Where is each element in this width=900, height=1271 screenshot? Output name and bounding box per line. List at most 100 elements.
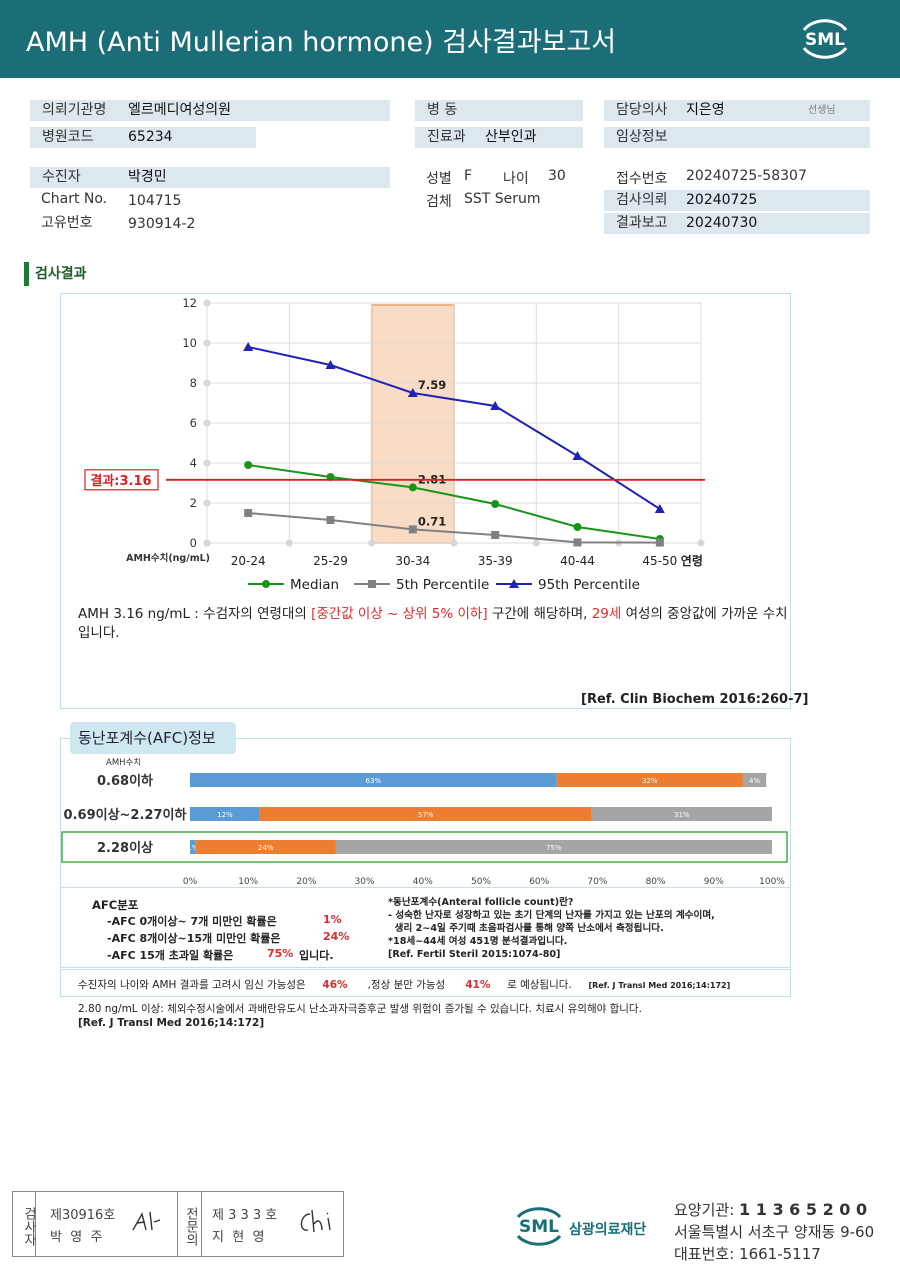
specialist-license: 제 3 3 3 호 bbox=[212, 1208, 278, 1223]
p5-point bbox=[244, 509, 253, 517]
request-date-field: 검사의뢰 20240725 bbox=[604, 190, 870, 211]
sex-label: 성별 bbox=[426, 171, 452, 187]
afc-frame bbox=[60, 738, 791, 888]
afc-x-tick: 40% bbox=[413, 877, 433, 887]
ward-field: 병 동 bbox=[415, 100, 583, 121]
y-tick-label: 2 bbox=[190, 496, 197, 510]
afc-definition: *동난포계수(Anteral follicle count)란? - 성숙한 난… bbox=[388, 897, 715, 960]
specialist-signature-icon bbox=[300, 1209, 331, 1233]
afc-x-tick: 20% bbox=[296, 877, 316, 887]
afc-segment-label: 57% bbox=[418, 811, 434, 819]
department-field: 진료과 산부인과 bbox=[415, 127, 583, 148]
highlight-age-band bbox=[370, 304, 455, 544]
legend-marker-p95 bbox=[509, 579, 519, 588]
afc-x-tick: 100% bbox=[759, 877, 785, 887]
afc-segment-label: 63% bbox=[366, 777, 382, 785]
x-tick-label: 45-50 bbox=[642, 554, 677, 568]
id-no: 930914-2 bbox=[128, 216, 196, 232]
x-tick-label: 25-29 bbox=[313, 554, 348, 568]
x-tick-dot bbox=[532, 539, 540, 547]
y-tick-label: 8 bbox=[190, 376, 197, 390]
p5-point bbox=[408, 525, 417, 534]
clinical-info-field: 임상정보 bbox=[604, 127, 870, 148]
afc-segment-label: 24% bbox=[258, 844, 274, 852]
p5-point bbox=[573, 538, 582, 547]
x-tick-label: 35-39 bbox=[478, 554, 513, 568]
afc-segment-label: 12% bbox=[217, 811, 233, 819]
p95-point bbox=[572, 451, 583, 460]
afc-segment-label: 32% bbox=[642, 777, 658, 785]
x-tick-label: 20-24 bbox=[231, 554, 266, 568]
p5-point bbox=[655, 538, 664, 547]
reference-1: [Ref. Clin Biochem 2016:260-7] bbox=[581, 692, 809, 707]
p95-point bbox=[654, 504, 665, 513]
p5-point bbox=[326, 516, 335, 524]
specimen-label: 검체 bbox=[426, 194, 452, 210]
afc-dist-title: AFC분포 bbox=[92, 898, 139, 912]
afc-x-tick: 60% bbox=[529, 877, 549, 887]
afc-bar-segment bbox=[195, 840, 336, 854]
median-point bbox=[244, 461, 253, 469]
report-title: AMH (Anti Mullerian hormone) 검사결과보고서 bbox=[26, 27, 617, 58]
sml-footer-logo-icon: SML bbox=[516, 1207, 562, 1246]
sml-logo-icon: SML bbox=[802, 19, 848, 59]
reference-3: [Ref. J Transl Med 2016;14:172] bbox=[78, 1017, 265, 1029]
specialist-name: 지 현 영 bbox=[212, 1230, 265, 1245]
tester-name: 박 영 주 bbox=[50, 1230, 103, 1245]
afc-row-label: 0.69이상~2.27이하 bbox=[64, 807, 187, 823]
specialist-title: 전문의 bbox=[183, 1206, 198, 1246]
ohss-warning: 2.80 ng/mL 이상: 체외수정시술에서 과배란유도시 난소과자극증후군 … bbox=[78, 1003, 642, 1015]
id-label: 고유번호 bbox=[41, 215, 93, 231]
pregnancy-estimate: 수진자의 나이와 AMH 결과를 고려시 임신 가능성은 46% ,정상 분만 … bbox=[78, 979, 731, 991]
amh-age-chart: 0 2 4 6 8 10 12 20-24 25-29 30-34 35-39 40-44 45-50 A… bbox=[84, 296, 705, 593]
y-tick-label: 6 bbox=[190, 416, 197, 430]
afc-row-label: 2.28이상 bbox=[97, 840, 153, 856]
patient-name-field: 수진자 박경민 bbox=[30, 167, 390, 188]
afc-bar-segment bbox=[335, 840, 772, 854]
afc-bar-segment bbox=[190, 773, 557, 787]
doctor-field: 담당의사 지은영 선생님 bbox=[604, 100, 870, 121]
p5-point bbox=[491, 531, 500, 539]
x-tick-dot bbox=[203, 539, 211, 547]
legend-label-1: 5th Percentile bbox=[396, 577, 489, 593]
p95-point bbox=[490, 401, 501, 410]
p95-point bbox=[325, 360, 336, 369]
afc-bar-segment bbox=[190, 840, 196, 854]
tester-signature-icon bbox=[132, 1211, 161, 1231]
afc-highlight-row bbox=[61, 831, 788, 863]
receipt-label: 접수번호 bbox=[616, 171, 668, 187]
afc-segment-label: 31% bbox=[674, 811, 690, 819]
afc-x-tick: 80% bbox=[646, 877, 666, 887]
afc-bar-segment bbox=[190, 807, 260, 821]
specimen-value: SST Serum bbox=[464, 191, 541, 207]
y-tick-label: 4 bbox=[190, 456, 197, 470]
data-label-p5: 0.71 bbox=[418, 514, 446, 528]
svg-text:SML: SML bbox=[805, 30, 845, 50]
afc-dist-line-1: -AFC 0개이상~ 7개 미만인 확률은 1% bbox=[107, 913, 342, 928]
afc-info-frame bbox=[60, 888, 791, 968]
hospital-code-field: 병원코드 65234 bbox=[30, 127, 256, 148]
afc-bar-segment bbox=[259, 807, 592, 821]
report-header bbox=[0, 0, 900, 78]
series-line-2 bbox=[247, 346, 661, 510]
x-tick-label: 30-34 bbox=[395, 554, 430, 568]
p95-point bbox=[407, 388, 418, 397]
median-point bbox=[491, 500, 500, 508]
legend-label-2: 95th Percentile bbox=[538, 577, 640, 593]
afc-x-tick: 50% bbox=[471, 877, 491, 887]
afc-segment-label: 1% bbox=[187, 844, 198, 852]
legend-marker-median bbox=[262, 580, 270, 588]
y-tick-label: 12 bbox=[182, 296, 197, 310]
x-tick-label: 40-44 bbox=[560, 554, 595, 568]
address: 서울특별시 서초구 양재동 9-60 bbox=[674, 1223, 875, 1241]
afc-bar-segment bbox=[591, 807, 772, 821]
foundation-name: 삼광의료재단 bbox=[569, 1222, 647, 1238]
afc-segment-label: 4% bbox=[749, 777, 760, 785]
x-tick-dot bbox=[368, 539, 376, 547]
x-tick-dot bbox=[697, 539, 705, 547]
legend-marker-p5 bbox=[368, 580, 376, 588]
afc-x-tick: 10% bbox=[238, 877, 258, 887]
x-tick-dot bbox=[285, 539, 293, 547]
median-point bbox=[573, 523, 582, 531]
receipt-no: 20240725-58307 bbox=[686, 168, 807, 184]
